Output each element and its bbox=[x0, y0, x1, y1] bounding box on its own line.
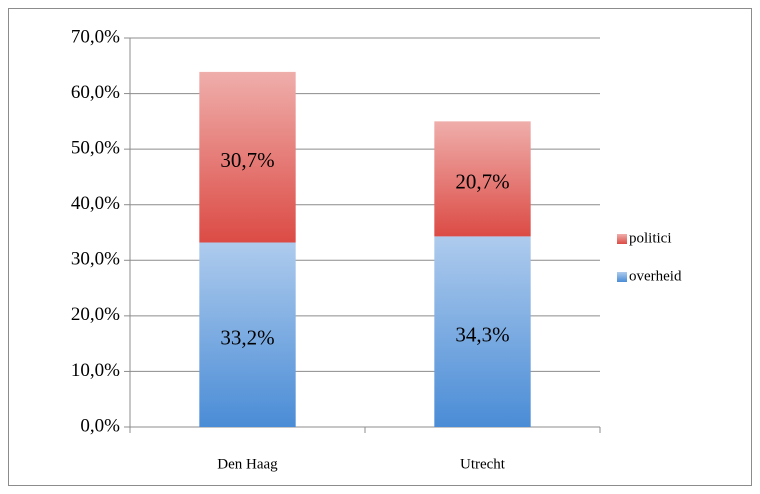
data-label: 34,3% bbox=[455, 323, 509, 347]
y-tick-label: 30,0% bbox=[71, 249, 120, 270]
y-tick-label: 10,0% bbox=[71, 360, 120, 381]
x-tick-label: Den Haag bbox=[217, 456, 278, 472]
y-tick-label: 60,0% bbox=[71, 82, 120, 103]
bar-segment bbox=[434, 121, 531, 237]
y-tick-label: 50,0% bbox=[71, 138, 120, 159]
legend-label: politici bbox=[629, 230, 672, 246]
legend-swatch bbox=[617, 272, 627, 282]
bar-segment bbox=[199, 71, 296, 243]
x-tick-label: Utrecht bbox=[460, 456, 506, 472]
data-label: 30,7% bbox=[220, 148, 274, 172]
y-tick-label: 70,0% bbox=[71, 26, 120, 47]
chart-frame bbox=[8, 8, 752, 486]
data-label: 20,7% bbox=[455, 170, 509, 194]
y-tick-label: 20,0% bbox=[71, 304, 120, 325]
y-tick-label: 40,0% bbox=[71, 193, 120, 214]
data-label: 33,2% bbox=[220, 326, 274, 350]
legend-swatch bbox=[617, 234, 627, 244]
y-tick-label: 0,0% bbox=[80, 415, 120, 436]
bar-segment bbox=[434, 236, 531, 427]
legend-label: overheid bbox=[629, 268, 682, 284]
bar-segment bbox=[199, 242, 296, 427]
